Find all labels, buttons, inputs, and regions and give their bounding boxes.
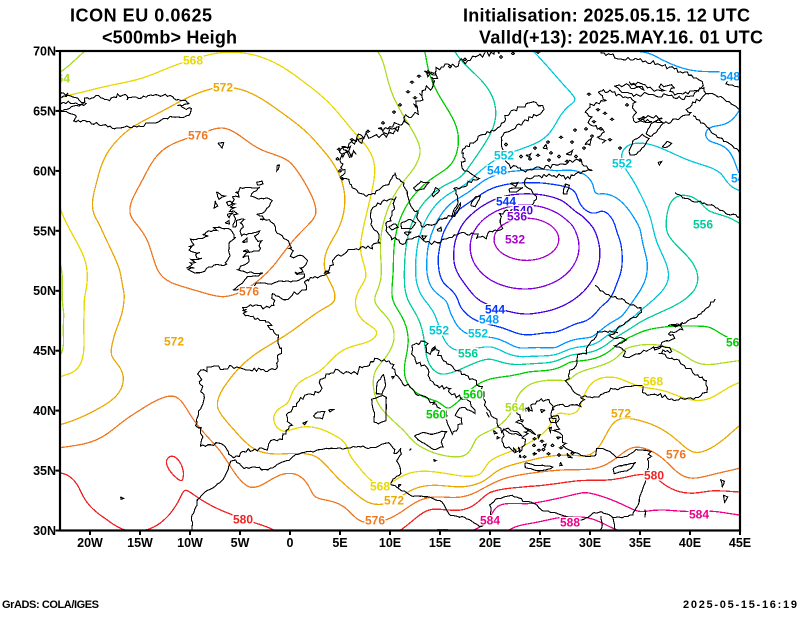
svg-text:GrADS: COLA/IGES: GrADS: COLA/IGES	[2, 599, 99, 611]
svg-text:50N: 50N	[33, 284, 56, 298]
svg-text:35N: 35N	[33, 464, 56, 478]
svg-text:560: 560	[463, 387, 483, 401]
svg-text:572: 572	[164, 334, 184, 348]
svg-text:568: 568	[370, 479, 390, 493]
svg-text:576: 576	[666, 447, 686, 461]
svg-text:576: 576	[239, 284, 259, 298]
svg-text:5W: 5W	[231, 536, 250, 550]
svg-text:60N: 60N	[33, 164, 56, 178]
svg-text:560: 560	[726, 335, 746, 349]
svg-text:Valld(+13): 2025.MAY.16. 01 UT: Valld(+13): 2025.MAY.16. 01 UTC	[479, 28, 763, 48]
svg-text:556: 556	[458, 346, 478, 360]
svg-text:544: 544	[496, 194, 516, 208]
svg-text:552: 552	[468, 326, 488, 340]
svg-text:10E: 10E	[379, 536, 401, 550]
svg-text:552: 552	[612, 156, 632, 170]
svg-text:548: 548	[731, 171, 751, 185]
svg-text:45N: 45N	[33, 344, 56, 358]
svg-text:564: 564	[50, 71, 70, 85]
svg-text:564: 564	[505, 400, 525, 414]
svg-text:20E: 20E	[479, 536, 501, 550]
svg-text:20W: 20W	[77, 536, 103, 550]
svg-text:572: 572	[213, 80, 233, 94]
svg-text:580: 580	[644, 468, 664, 482]
svg-text:584: 584	[689, 507, 709, 521]
svg-text:576: 576	[365, 513, 385, 527]
svg-text:25E: 25E	[529, 536, 551, 550]
svg-text:65N: 65N	[33, 104, 56, 118]
svg-text:30E: 30E	[579, 536, 601, 550]
svg-text:30N: 30N	[33, 524, 56, 538]
svg-text:588: 588	[560, 515, 580, 529]
svg-text:10W: 10W	[177, 536, 203, 550]
svg-text:548: 548	[479, 312, 499, 326]
svg-text:568: 568	[643, 374, 663, 388]
svg-text:<500mb> Heigh: <500mb> Heigh	[102, 28, 237, 48]
svg-text:45E: 45E	[729, 536, 751, 550]
svg-text:0: 0	[287, 536, 294, 550]
svg-text:572: 572	[611, 406, 631, 420]
svg-text:536: 536	[507, 209, 527, 223]
svg-text:70N: 70N	[33, 45, 56, 59]
svg-text:548: 548	[720, 69, 740, 83]
svg-text:2025-05-15-16:19: 2025-05-15-16:19	[683, 599, 797, 611]
svg-text:Initialisation: 2025.05.15. 12: Initialisation: 2025.05.15. 12 UTC	[463, 6, 750, 26]
svg-text:15E: 15E	[429, 536, 451, 550]
svg-text:40E: 40E	[679, 536, 701, 550]
svg-text:55N: 55N	[33, 224, 56, 238]
svg-text:5E: 5E	[332, 536, 347, 550]
svg-text:40N: 40N	[33, 404, 56, 418]
svg-text:576: 576	[188, 128, 208, 142]
svg-text:584: 584	[480, 513, 500, 527]
svg-text:552: 552	[494, 148, 514, 162]
svg-text:556: 556	[693, 217, 713, 231]
svg-text:580: 580	[233, 512, 253, 526]
svg-text:552: 552	[429, 323, 449, 337]
svg-text:548: 548	[487, 163, 507, 177]
svg-text:532: 532	[505, 232, 525, 246]
svg-text:ICON EU 0.0625: ICON EU 0.0625	[70, 6, 212, 26]
svg-text:572: 572	[384, 493, 404, 507]
svg-text:568: 568	[183, 53, 203, 67]
svg-text:560: 560	[426, 407, 446, 421]
svg-text:35E: 35E	[629, 536, 651, 550]
svg-text:15W: 15W	[127, 536, 153, 550]
svg-text:544: 544	[485, 302, 505, 316]
